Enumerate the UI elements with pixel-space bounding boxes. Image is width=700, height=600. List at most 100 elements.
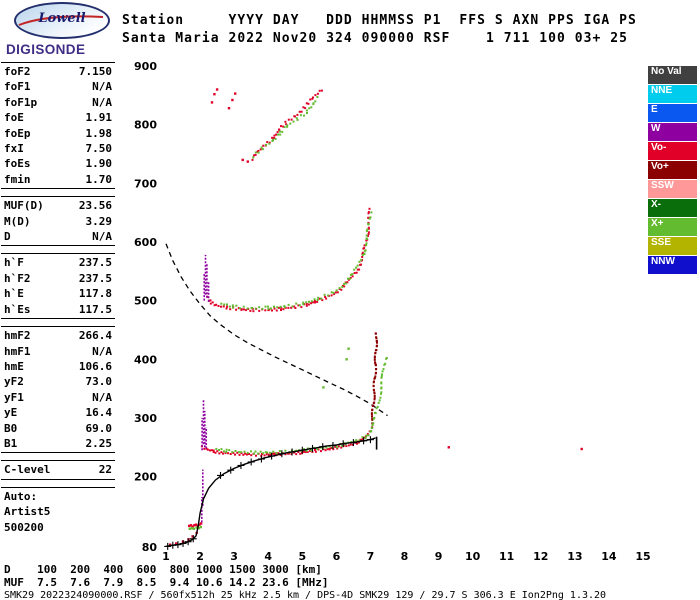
x-tick-label: 9 (435, 550, 443, 563)
x-tick-label: 12 (533, 550, 548, 563)
lowell-digisonde-logo: Lowell DIGISONDE (6, 2, 120, 57)
f3-stray-echoes (210, 88, 249, 163)
param-label: B0 (4, 421, 18, 435)
muf-transmission-curve (165, 243, 388, 417)
param-label: B1 (4, 436, 18, 450)
y-tick-label: 700 (134, 177, 157, 190)
param-value: 2.25 (85, 436, 113, 450)
param-row-fmin: fmin 1.70 (1, 172, 115, 187)
param-label: yF1 (4, 390, 24, 404)
f2-trace-x (220, 211, 373, 310)
legend-item-w: W (648, 123, 697, 141)
param-label: foF1p (4, 95, 38, 109)
param-value: 16.4 (85, 406, 113, 420)
legend-item-x: X+ (648, 218, 697, 236)
y-tick-label: 300 (134, 412, 157, 425)
f-trace-o-rise (370, 332, 378, 429)
param-value: 22 (98, 463, 112, 477)
y-tick-label: 800 (134, 119, 157, 132)
param-row-hmf2: hmF2 266.4 (1, 328, 115, 343)
doppler-w-cusp-f1 (201, 399, 207, 523)
param-row-yf1: yF1 N/A (1, 390, 115, 405)
param-value: 1.98 (85, 126, 113, 140)
param-row-ye: yE 16.4 (1, 405, 115, 420)
logo-swoosh (18, 15, 104, 26)
stray-echoes-o (447, 446, 583, 451)
param-label: yE (4, 406, 18, 420)
param-value: N/A (92, 95, 112, 109)
param-row-foe: foE 1.91 (1, 110, 115, 125)
header-column-titles: Station YYYY DAY DDD HHMMSS P1 FFS S AXN… (122, 13, 637, 28)
x-tick-label: 3 (230, 550, 238, 563)
auto-line-500200: 500200 (4, 520, 44, 534)
param-value: N/A (92, 230, 112, 244)
param-row-c-level: C-level 22 (1, 462, 115, 477)
param-label: M(D) (4, 214, 31, 228)
param-label: D (4, 230, 11, 244)
param-value: 7.150 (78, 65, 112, 78)
param-group-auto: Auto: Artist5 500200 (1, 486, 115, 536)
f2-trace-o (206, 207, 371, 313)
logo-digisonde-text: DIGISONDE (6, 42, 86, 57)
legend-item-vo: Vo+ (648, 161, 697, 179)
param-label: hmF2 (4, 329, 31, 343)
param-row-b1: B1 2.25 (1, 436, 115, 451)
param-row-fof1: foF1 N/A (1, 79, 115, 94)
x-tick-label: 2 (196, 550, 204, 563)
param-label: h`F (4, 256, 24, 270)
param-row-m-d: M(D) 3.29 (1, 214, 115, 229)
y-tick-label: 900 (134, 60, 157, 73)
stray-echoes-x (322, 347, 350, 389)
x-tick-label: 4 (264, 550, 272, 563)
param-label: hmE (4, 359, 24, 373)
param-label: foE (4, 111, 24, 125)
param-row-h-es: h`Es 117.5 (1, 302, 115, 317)
param-row-b0: B0 69.0 (1, 421, 115, 436)
param-group-4: C-level 22 (1, 460, 115, 480)
param-value: 266.4 (78, 329, 112, 343)
param-row-muf-d: MUF(D) 23.56 (1, 198, 115, 213)
param-row-hmf1: hmF1 N/A (1, 344, 115, 359)
header-station-values: Santa Maria 2022 Nov20 324 090000 RSF 1 … (122, 31, 628, 46)
param-label: C-level (4, 463, 51, 477)
x-tick-label: 11 (499, 550, 514, 563)
param-row-fof1p: foF1p N/A (1, 95, 115, 110)
y-tick-label: 80 (142, 541, 158, 554)
parameter-panel: foF2 7.150 foF1 N/A foF1p N/A foE 1.91 foEp 1.98 f… (1, 62, 115, 536)
x-tick-label: 14 (601, 550, 617, 563)
y-tick-label: 500 (134, 295, 157, 308)
legend-item-ssw: SSW (648, 180, 697, 198)
y-tick-label: 200 (134, 471, 157, 484)
param-value: 23.56 (78, 199, 112, 213)
param-value: 1.90 (85, 157, 113, 171)
param-value: 237.5 (78, 271, 112, 285)
param-label: fmin (4, 172, 31, 186)
x-tick-label: 7 (367, 550, 375, 563)
param-group-1: MUF(D) 23.56 M(D) 3.29 D N/A (1, 196, 115, 247)
param-row-fxi: fxI 7.50 (1, 141, 115, 156)
muf-row: MUF 7.5 7.6 7.9 8.5 9.4 10.6 14.2 23.6 [… (4, 576, 329, 589)
param-row-hme: hmE 106.6 (1, 359, 115, 374)
param-label: h`E (4, 287, 24, 301)
legend-item-x: X- (648, 199, 697, 217)
legend-item-nnw: NNW (648, 256, 697, 274)
param-label: h`F2 (4, 271, 31, 285)
distance-row: D 100 200 400 600 800 1000 1500 3000 [km… (4, 563, 322, 576)
auto-line-auto: Auto: (4, 489, 38, 503)
param-value: 69.0 (85, 421, 113, 435)
param-label: foEp (4, 126, 31, 140)
param-value: 237.5 (78, 256, 112, 270)
x-tick-label: 1 (162, 550, 170, 563)
param-label: foF1 (4, 80, 31, 94)
param-group-2: h`F 237.5 h`F2 237.5 h`E 117.8 h`Es 117.5 (1, 253, 115, 320)
param-row-yf2: yF2 73.0 (1, 374, 115, 389)
param-row-d: D N/A (1, 229, 115, 244)
doppler-w-cusp-f2 (203, 254, 210, 302)
param-group-0: foF2 7.150 foF1 N/A foF1p N/A foE 1.91 foEp 1.98 f… (1, 62, 115, 190)
legend-item-nne: NNE (648, 85, 697, 103)
f3-trace-o (251, 89, 323, 161)
param-label: h`Es (4, 302, 31, 316)
param-label: yF2 (4, 375, 24, 389)
param-value: N/A (92, 344, 112, 358)
